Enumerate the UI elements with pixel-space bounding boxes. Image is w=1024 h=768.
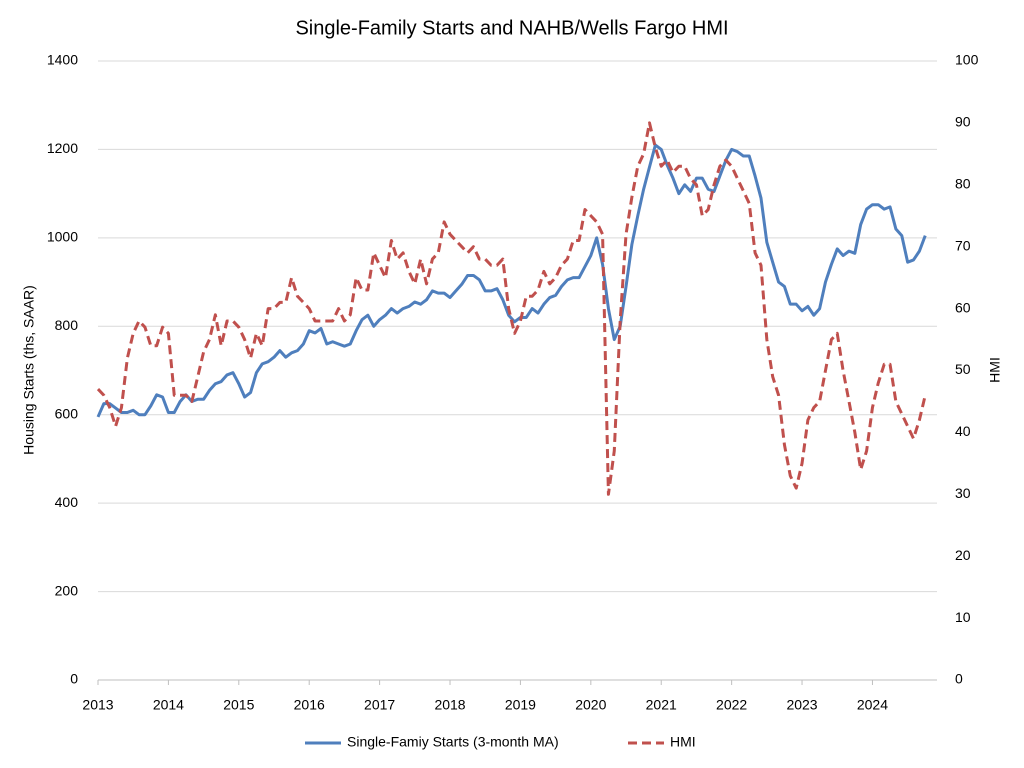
- y-tick-label: 1000: [47, 229, 78, 245]
- y-tick-label: 800: [55, 317, 79, 333]
- series-line: [96, 143, 927, 418]
- x-tick-label: 2021: [646, 697, 677, 713]
- chart-title: Single-Family Starts and NAHB/Wells Farg…: [295, 17, 728, 39]
- y-tick-label: 200: [55, 582, 79, 598]
- x-tick-label: 2014: [153, 697, 184, 713]
- y2-tick-label: 30: [955, 485, 971, 501]
- legend-label: Single-Famiy Starts (3-month MA): [347, 734, 559, 750]
- y2-tick-label: 60: [955, 299, 971, 315]
- y-tick-label: 1400: [47, 52, 78, 68]
- y2-tick-label: 50: [955, 361, 971, 377]
- x-tick-label: 2020: [575, 697, 606, 713]
- y2-tick-label: 20: [955, 547, 971, 563]
- y2-tick-label: 90: [955, 114, 971, 130]
- x-tick-label: 2017: [364, 697, 395, 713]
- x-tick-label: 2016: [294, 697, 325, 713]
- x-tick-label: 2018: [434, 697, 465, 713]
- y-tick-label: 0: [70, 671, 78, 687]
- y-tick-label: 1200: [47, 140, 78, 156]
- y2-tick-label: 10: [955, 609, 971, 625]
- x-tick-label: 2019: [505, 697, 536, 713]
- y-tick-label: 600: [55, 405, 79, 421]
- x-tick-label: 2013: [82, 697, 113, 713]
- x-tick-label: 2022: [716, 697, 747, 713]
- y2-tick-label: 0: [955, 671, 963, 687]
- legend-label: HMI: [670, 734, 696, 750]
- y2-tick-label: 40: [955, 423, 971, 439]
- x-tick-label: 2024: [857, 697, 888, 713]
- y-tick-label: 400: [55, 494, 79, 510]
- y2-axis-label: HMI: [987, 357, 1003, 383]
- y2-tick-label: 80: [955, 176, 971, 192]
- x-tick-label: 2023: [786, 697, 817, 713]
- x-tick-label: 2015: [223, 697, 254, 713]
- y-axis-label: Housing Starts (ths, SAAR): [21, 285, 37, 455]
- y2-tick-label: 100: [955, 52, 979, 68]
- series-line: [96, 121, 927, 496]
- y2-tick-label: 70: [955, 237, 971, 253]
